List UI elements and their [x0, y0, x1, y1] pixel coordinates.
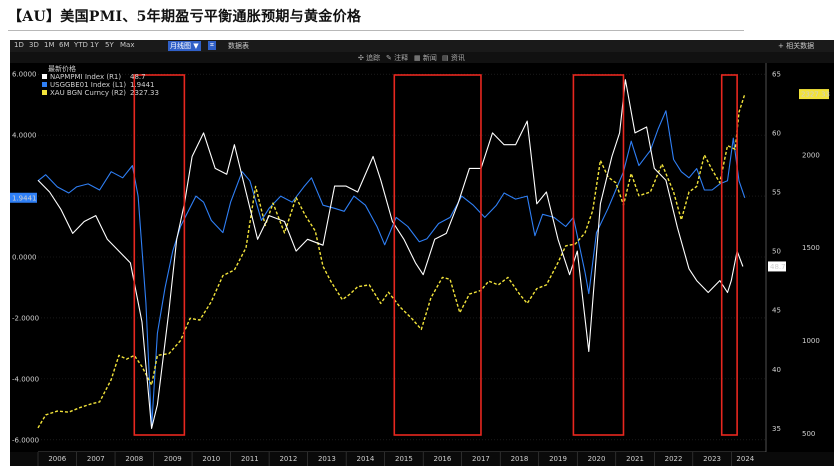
- x-tick-label: 2020: [588, 455, 606, 463]
- legend-item-value: 48.7: [130, 73, 146, 81]
- highlight-box: [133, 74, 186, 436]
- left-tick-label: 4.0000: [12, 132, 37, 140]
- right1-tick-label: 60: [772, 129, 781, 137]
- gold-value-label: 2327.33: [801, 91, 830, 99]
- chart-settings-icon[interactable]: ⌗: [208, 41, 216, 50]
- secondary-tool-2[interactable]: ▦ 新闻: [414, 54, 437, 62]
- right2-tick-label: 500: [802, 430, 815, 438]
- related-data-button[interactable]: + 相关数据: [778, 42, 815, 50]
- secondary-tool-3[interactable]: ▤ 资讯: [442, 54, 465, 62]
- legend-swatch: [42, 74, 47, 79]
- legend-item-name: NAPMPMI Index (R1): [50, 73, 121, 81]
- left-tick-label: 6.0000: [12, 71, 37, 79]
- title-divider: [8, 30, 744, 31]
- highlight-box: [393, 74, 482, 436]
- x-tick-label: 2009: [164, 455, 182, 463]
- right1-tick-label: 50: [772, 248, 781, 256]
- legend-item-value: 2327.33: [130, 89, 159, 97]
- right2-tick-label: 1000: [802, 337, 820, 345]
- x-tick-label: 2018: [511, 455, 529, 463]
- left-tick-label: -6.0000: [12, 436, 39, 444]
- x-tick-label: 2007: [87, 455, 105, 463]
- highlight-box: [720, 74, 738, 436]
- right1-tick-label: 40: [772, 366, 781, 374]
- chart-secondary-toolbar: ✣ 追踪 ✎ 注释 ▦ 新闻 ▤ 资讯: [10, 52, 834, 63]
- right1-tick-label: 65: [772, 70, 781, 78]
- legend-item-value: 1.9441: [130, 81, 155, 89]
- data-table-button[interactable]: 数据表: [228, 42, 249, 50]
- range-button-6m[interactable]: 6M: [59, 41, 70, 49]
- left-tick-label: -4.0000: [12, 375, 39, 383]
- x-tick-label: 2022: [665, 455, 683, 463]
- range-button-1d[interactable]: 1D: [14, 41, 24, 49]
- highlight-box: [572, 74, 625, 436]
- legend-swatch: [42, 82, 47, 87]
- breakeven-value-tag: [10, 192, 37, 203]
- x-axis-strip: [10, 452, 834, 466]
- secondary-tool-1[interactable]: ✎ 注释: [386, 54, 409, 62]
- pmi-value-tag: [768, 261, 786, 272]
- range-button-1y[interactable]: 1Y: [90, 41, 99, 49]
- breakeven-value-label: 1.9441: [12, 194, 37, 202]
- gold-value-tag: [799, 89, 829, 100]
- x-tick-label: 2019: [549, 455, 567, 463]
- gold-line: [37, 93, 746, 429]
- x-tick-label: 2013: [318, 455, 336, 463]
- range-button-1m[interactable]: 1M: [44, 41, 55, 49]
- legend-item-name: XAU BGN Curncy (R2): [50, 89, 126, 97]
- range-button-3d[interactable]: 3D: [29, 41, 39, 49]
- pmi-line: [37, 79, 744, 429]
- x-tick-label: 2015: [395, 455, 413, 463]
- left-tick-label: 0.0000: [12, 254, 37, 262]
- chart-panel: 6.00004.00002.00000.0000-2.0000-4.0000-6…: [10, 40, 834, 466]
- right2-tick-label: 2000: [802, 151, 820, 159]
- chart-svg: 6.00004.00002.00000.0000-2.0000-4.0000-6…: [10, 62, 834, 466]
- range-button-ytd[interactable]: YTD: [74, 41, 88, 49]
- right1-tick-label: 55: [772, 189, 781, 197]
- page-title: 【AU】美国PMI、5年期盈亏平衡通胀预期与黄金价格: [8, 9, 362, 25]
- right1-tick-label: 45: [772, 307, 781, 315]
- secondary-tool-0[interactable]: ✣ 追踪: [358, 54, 381, 62]
- pmi-value-label: 48.7: [770, 263, 786, 271]
- legend-swatch: [42, 90, 47, 95]
- x-tick-label: 2006: [48, 455, 66, 463]
- range-button-max[interactable]: Max: [120, 41, 135, 49]
- x-tick-label: 2012: [279, 455, 297, 463]
- range-button-5y[interactable]: 5Y: [105, 41, 114, 49]
- x-tick-label: 2024: [736, 455, 754, 463]
- chart-type-dropdown[interactable]: 月线图 ▼: [168, 41, 201, 51]
- x-tick-label: 2008: [125, 455, 143, 463]
- left-tick-label: -2.0000: [12, 314, 39, 322]
- x-tick-label: 2011: [241, 455, 259, 463]
- right2-tick-label: 1500: [802, 244, 820, 252]
- x-tick-label: 2023: [703, 455, 721, 463]
- x-tick-label: 2021: [626, 455, 644, 463]
- chart-toolbar: 1D 3D 1M 6M YTD 1Y 5Y Max 月线图 ▼ ⌗ 数据表 + 相关数据: [10, 40, 834, 52]
- x-tick-label: 2010: [202, 455, 220, 463]
- breakeven-line: [37, 110, 746, 429]
- x-tick-label: 2016: [434, 455, 452, 463]
- legend-item-name: USGGBE01 Index (L1): [50, 81, 126, 89]
- x-tick-label: 2017: [472, 455, 490, 463]
- x-tick-label: 2014: [356, 455, 374, 463]
- right1-tick-label: 35: [772, 425, 781, 433]
- legend-header: 最新价格: [48, 64, 76, 73]
